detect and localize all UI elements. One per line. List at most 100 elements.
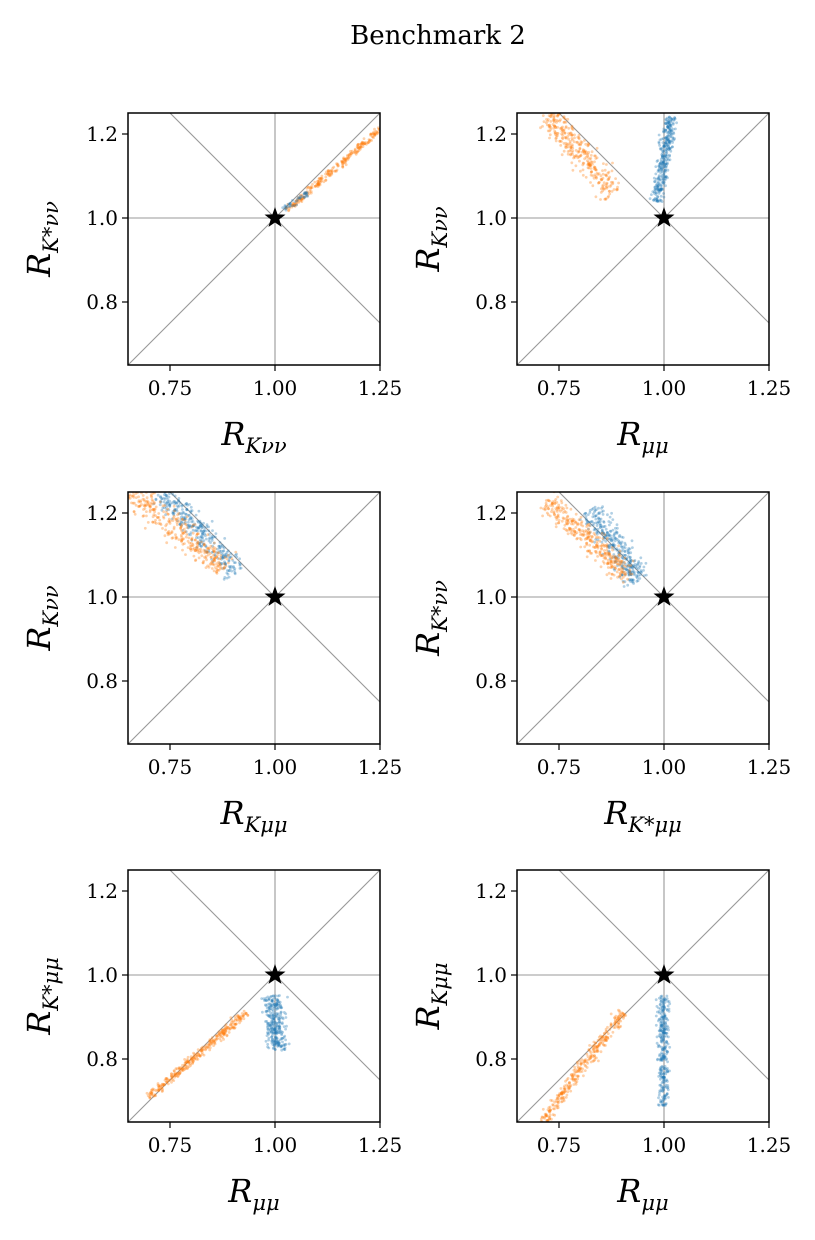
scatter-point — [570, 520, 574, 523]
scatter-point — [620, 561, 624, 565]
scatter-point — [180, 520, 183, 524]
scatter-point — [174, 537, 178, 541]
scatter-point — [664, 1031, 668, 1035]
scatter-point — [607, 177, 611, 180]
scatter-point — [554, 139, 558, 143]
scatter-point — [584, 522, 588, 526]
scatter-point — [613, 568, 617, 572]
scatter-point — [168, 492, 171, 495]
scatter-point — [148, 1092, 152, 1096]
scatter-point — [233, 1023, 237, 1026]
scatter-point — [211, 560, 215, 564]
scatter-point — [284, 1038, 287, 1042]
scatter-point — [666, 162, 669, 166]
scatter-point — [666, 138, 669, 142]
scatter-point — [152, 1088, 156, 1092]
scatter-point — [170, 1074, 173, 1078]
scatter-point — [588, 534, 592, 537]
scatter-point — [603, 1037, 607, 1041]
scatter-point — [610, 564, 614, 568]
scatter-point — [187, 1061, 191, 1064]
scatter-point — [311, 183, 314, 186]
scatter-point — [607, 533, 611, 536]
scatter-point — [579, 153, 583, 157]
scatter-point — [600, 547, 603, 551]
scatter-point — [267, 997, 271, 1001]
scatter-point — [609, 1012, 613, 1016]
y-axis-label: RK*μμ — [20, 957, 63, 1036]
scatter-point — [613, 1026, 617, 1029]
scatter-point — [177, 538, 181, 541]
scatter-point — [203, 529, 206, 532]
scatter-point — [178, 522, 182, 526]
scatter-point — [173, 1073, 177, 1077]
scatter-point — [330, 169, 333, 172]
scatter-point — [276, 1017, 280, 1021]
scatter-point — [175, 521, 179, 524]
scatter-point — [623, 541, 627, 545]
scatter-point — [233, 572, 237, 576]
scatter-point — [557, 1101, 560, 1105]
scatter-point — [209, 562, 213, 565]
scatter-point — [219, 544, 223, 548]
scatter-point — [661, 1056, 665, 1060]
scatter-point — [661, 1076, 665, 1080]
scatter-point — [188, 1060, 192, 1064]
scatter-point — [547, 125, 551, 129]
scatter-point — [664, 128, 667, 132]
scatter-point — [603, 1039, 607, 1042]
scatter-point — [601, 560, 605, 563]
scatter-point — [601, 505, 604, 509]
scatter-point — [663, 1067, 666, 1070]
scatter-point — [355, 150, 359, 154]
scatter-point — [545, 118, 548, 121]
scatter-point — [336, 164, 340, 168]
scatter-point — [573, 530, 577, 534]
scatter-point — [657, 181, 661, 185]
scatter-point — [158, 503, 162, 507]
scatter-point — [266, 995, 270, 999]
scatter-point — [593, 505, 597, 509]
scatter-point — [234, 1017, 237, 1020]
scatter-point — [295, 197, 299, 201]
scatter-point — [231, 1026, 235, 1030]
scatter-point — [590, 1053, 594, 1057]
scatter-point — [173, 509, 176, 513]
scatter-point — [586, 519, 589, 523]
scatter-point — [291, 203, 295, 207]
scatter-point — [583, 1063, 587, 1067]
scatter-point — [217, 563, 221, 567]
scatter-point — [146, 521, 150, 524]
scatter-point — [544, 499, 548, 502]
scatter-point — [550, 508, 554, 511]
scatter-point — [205, 549, 209, 553]
scatter-point — [624, 572, 628, 576]
scatter-point — [561, 1097, 564, 1100]
y-tick-label: 0.8 — [475, 290, 507, 314]
scatter-point — [564, 522, 568, 525]
scatter-point — [666, 1080, 669, 1083]
scatter-point — [296, 196, 300, 199]
x-tick-label: 1.25 — [747, 755, 792, 779]
scatter-point — [212, 549, 216, 553]
scatter-point — [667, 121, 671, 125]
scatter-point — [604, 536, 608, 540]
scatter-point — [668, 147, 672, 151]
scatter-point — [659, 1021, 662, 1025]
scatter-point — [181, 1068, 185, 1072]
scatter-point — [173, 509, 176, 513]
scatter-point — [579, 169, 582, 173]
scatter-point — [142, 487, 145, 490]
scatter-point — [672, 131, 675, 134]
scatter-point — [356, 142, 360, 146]
scatter-point — [547, 499, 551, 502]
scatter-point — [667, 1007, 671, 1011]
scatter-point — [270, 1017, 274, 1021]
scatter-point — [605, 1039, 609, 1042]
scatter-point — [661, 154, 664, 158]
scatter-point — [594, 175, 597, 178]
scatter-point — [553, 114, 556, 118]
scatter-point — [637, 571, 641, 574]
scatter-point — [665, 153, 669, 157]
scatter-point — [158, 500, 162, 504]
